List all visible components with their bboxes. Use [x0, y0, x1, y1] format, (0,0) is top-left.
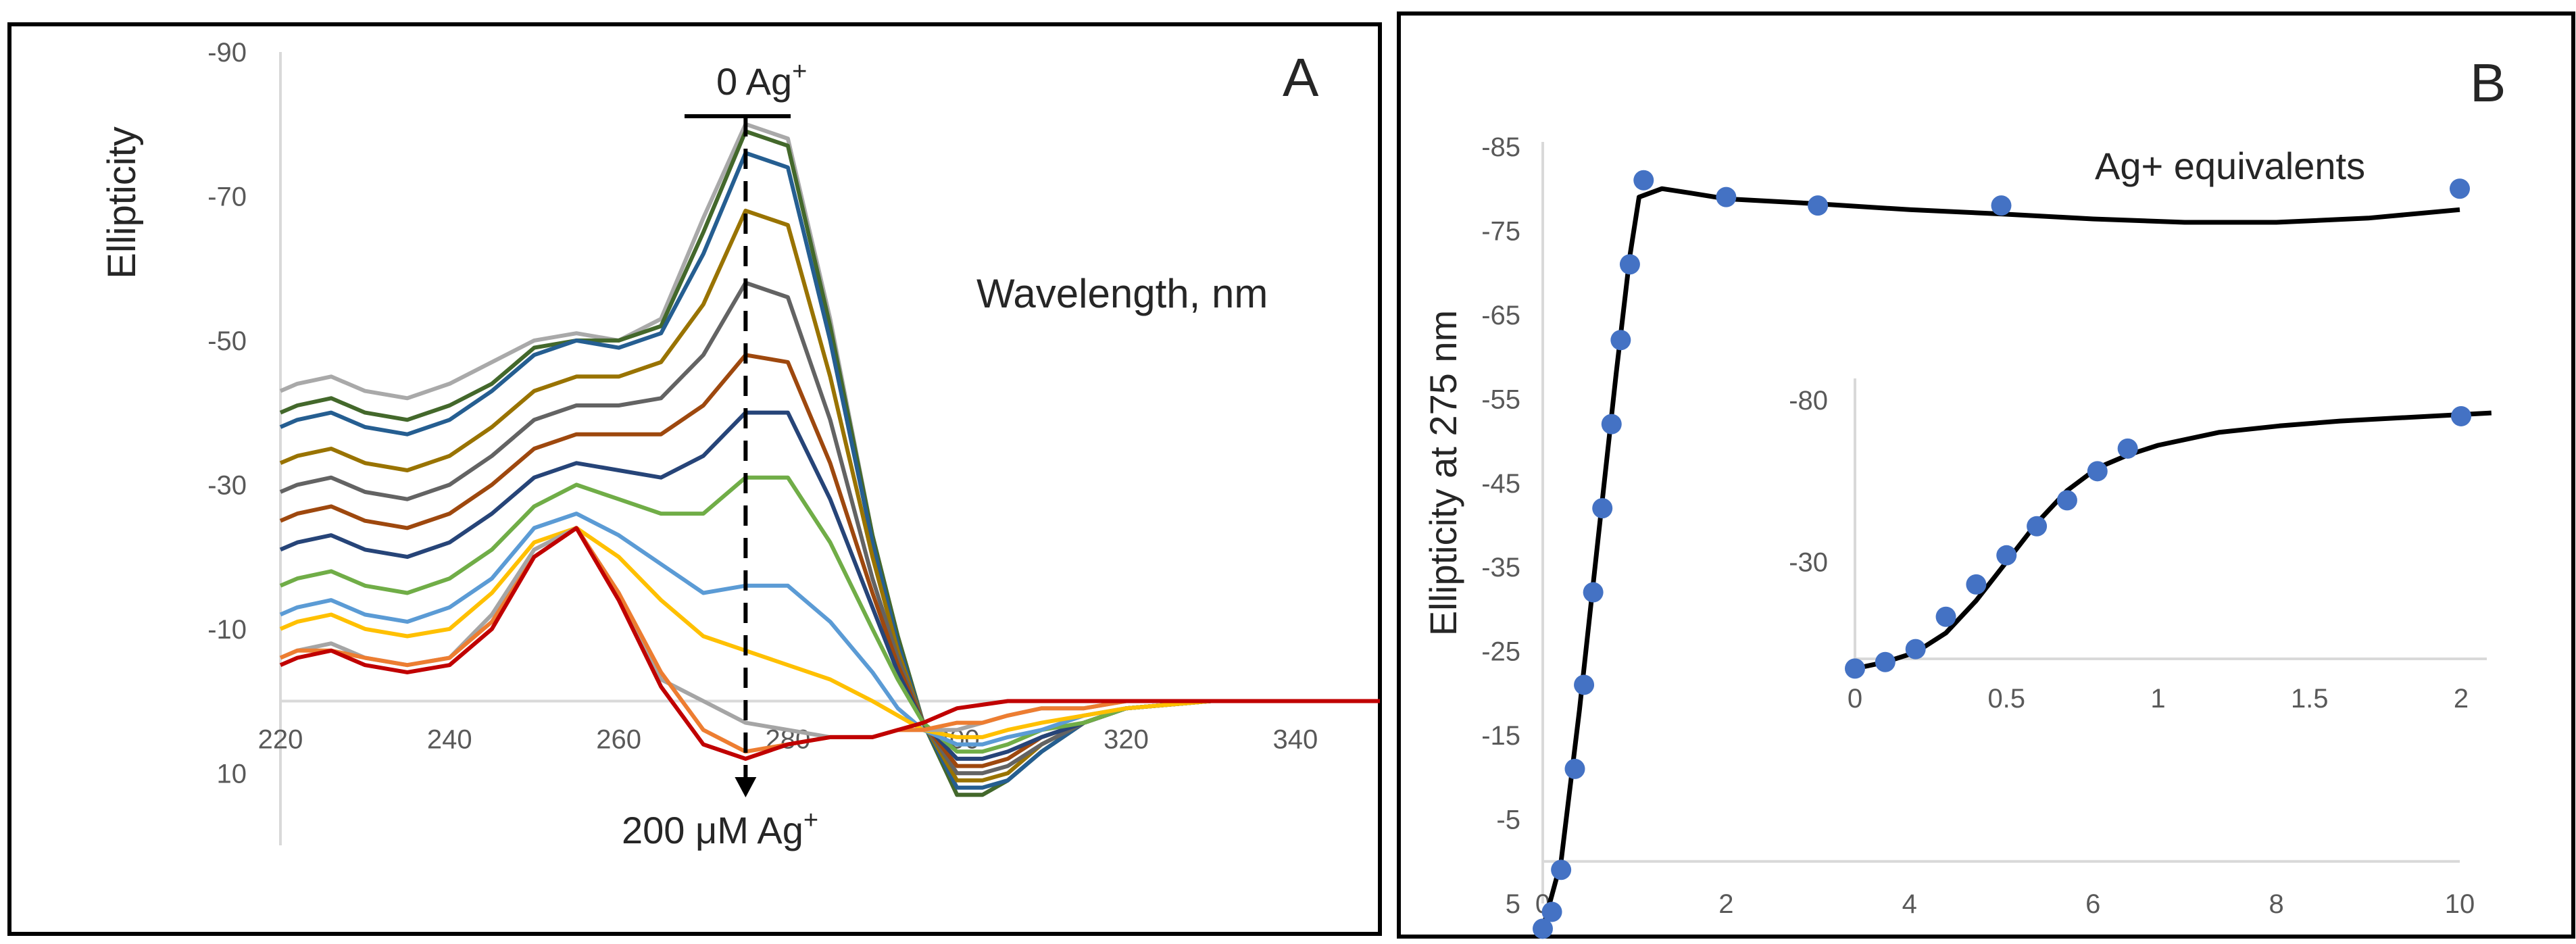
inset-data-point	[2117, 438, 2138, 459]
inset-data-point	[1845, 658, 1865, 679]
inset-data-point	[2056, 490, 2077, 511]
y-tick-label: -10	[207, 615, 247, 645]
data-point	[1574, 674, 1595, 695]
inset-axes	[1854, 378, 2487, 660]
panel-b-inset: -30 -80 0 0.5 1 1.5 2	[1789, 378, 2492, 714]
panel-b-xlabel: Ag+ equivalents	[2095, 145, 2365, 187]
panel-b-tick-labels: 5 -5 -15 -25 -35 -45 -55 -65 -75 -85 0 2 4 6 8 10	[1481, 132, 2475, 919]
data-point	[1551, 860, 1572, 880]
fit-curve	[1540, 186, 2460, 930]
x-tick-label: 260	[596, 725, 641, 755]
panel-a-letter: A	[1283, 47, 1319, 107]
series-line-s11	[279, 151, 1380, 790]
annotation-bottom: 200 μM Ag+	[622, 806, 818, 851]
panel-b-points	[1533, 170, 2470, 939]
annotation-top-sup: +	[792, 57, 807, 86]
y-tick-label: -85	[1481, 132, 1520, 162]
annotation-bottom-sup: +	[803, 806, 818, 835]
panel-a-ylabel: Ellipticity	[100, 126, 144, 279]
annotation-top: 0 Ag+	[716, 57, 807, 103]
y-tick-label: -70	[207, 182, 247, 212]
data-point	[2450, 178, 2470, 199]
y-tick-label: -50	[207, 326, 247, 356]
y-tick-label: 5	[1506, 889, 1520, 919]
data-point	[1541, 901, 1562, 922]
panel-a-xlabel: Wavelength, nm	[976, 271, 1268, 316]
y-tick-label: -30	[207, 470, 247, 500]
x-tick-label: 10	[2445, 889, 2475, 919]
x-tick-label: 220	[258, 725, 303, 755]
inset-data-point	[1905, 639, 1926, 660]
inset-x-tick-label: 2	[2454, 684, 2469, 714]
panel-b-axes	[1541, 142, 2460, 903]
inset-points	[1845, 405, 2471, 679]
series-line-s6	[279, 475, 1380, 754]
data-point	[1619, 254, 1640, 275]
x-tick-label: 340	[1272, 725, 1318, 755]
panel-b-ylabel: Ellipticity at 275 nm	[1422, 310, 1464, 636]
x-tick-label: 6	[2085, 889, 2100, 919]
y-tick-label: -15	[1481, 721, 1520, 751]
inset-x-tick-label: 1	[2150, 684, 2165, 714]
x-tick-label: 2	[1718, 889, 1733, 919]
panel-b: B Ellipticity at 275 nm Ag+ equivalents …	[1397, 11, 2575, 939]
data-point	[1592, 498, 1613, 519]
y-tick-label: -35	[1481, 553, 1520, 582]
annotation-top-text: 0 Ag	[716, 60, 792, 103]
x-tick-label: 240	[427, 725, 472, 755]
x-tick-label: 320	[1104, 725, 1149, 755]
data-point	[1583, 582, 1604, 603]
inset-data-point	[1935, 606, 1956, 627]
y-tick-label: -55	[1481, 384, 1520, 414]
panel-b-letter: B	[2470, 53, 2506, 113]
panel-a-series	[279, 122, 1380, 797]
inset-x-tick-label: 0.5	[1987, 684, 2025, 714]
series-line-s5	[279, 512, 1380, 747]
inset-x-tick-label: 1.5	[2291, 684, 2329, 714]
y-tick-label: -45	[1481, 469, 1520, 499]
inset-data-point	[1875, 651, 1896, 672]
data-point	[1533, 918, 1553, 939]
data-point	[1808, 195, 1829, 216]
panel-b-fit	[1540, 186, 2460, 930]
inset-data-point	[1966, 574, 1987, 595]
data-point	[1610, 330, 1631, 351]
y-tick-label: -5	[1496, 805, 1520, 835]
series-line-s4	[279, 526, 1380, 739]
x-tick-label: 4	[1902, 889, 1917, 919]
y-tick-label: -75	[1481, 216, 1520, 246]
series-line-0-uM	[279, 526, 1380, 761]
y-tick-label: -65	[1481, 301, 1520, 330]
annotation-arrow-head	[735, 777, 757, 797]
data-point	[1601, 414, 1622, 434]
panel-a: A Ellipticity Wavelength, nm 10 -10 -30 -50…	[7, 22, 1382, 936]
series-line-s9	[279, 280, 1380, 776]
annotation-bottom-text: 200 μM Ag	[622, 809, 803, 851]
inset-tick-labels: -30 -80 0 0.5 1 1.5 2	[1789, 386, 2469, 714]
inset-data-point	[2451, 405, 2471, 426]
inset-y-tick-label: -80	[1789, 386, 1828, 416]
data-point	[1991, 195, 2012, 216]
y-tick-label: 10	[217, 759, 247, 789]
data-point	[1633, 170, 1654, 191]
inset-y-tick-label: -30	[1789, 547, 1828, 577]
panel-b-frame	[1397, 11, 2575, 939]
x-tick-label: 8	[2269, 889, 2283, 919]
series-line-s7	[279, 410, 1380, 761]
panel-a-frame	[7, 22, 1382, 936]
y-tick-label: -25	[1481, 637, 1520, 667]
inset-data-point	[2087, 461, 2108, 482]
data-point	[1716, 187, 1737, 207]
inset-x-tick-label: 0	[1848, 684, 1862, 714]
inset-data-point	[1996, 545, 2017, 566]
panel-a-annotation: 0 Ag+ 200 μM Ag+	[622, 57, 818, 851]
inset-data-point	[2027, 516, 2048, 537]
data-point	[1564, 758, 1585, 779]
y-tick-label: -90	[207, 38, 247, 68]
